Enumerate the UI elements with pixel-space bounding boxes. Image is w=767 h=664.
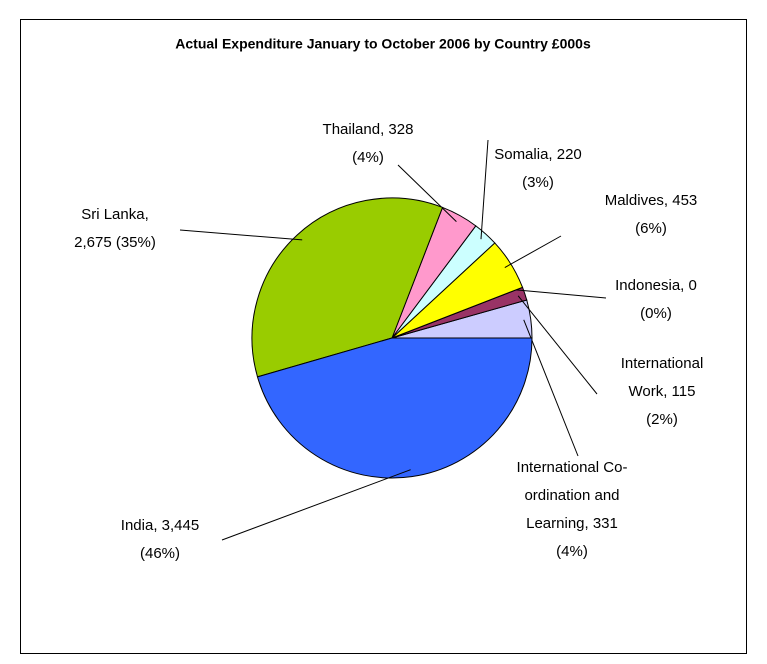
slice-label: (6%) bbox=[635, 220, 667, 237]
slice-label: International Co- bbox=[517, 459, 628, 476]
slice-label: (4%) bbox=[556, 543, 588, 560]
chart-title: Actual Expenditure January to October 20… bbox=[175, 36, 591, 52]
slice-label: Indonesia, 0 bbox=[615, 277, 697, 294]
slice-label: India, 3,445 bbox=[121, 517, 199, 534]
slice-label: (0%) bbox=[640, 305, 672, 322]
slice-label: 2,675 (35%) bbox=[74, 234, 156, 251]
leader-line bbox=[179, 229, 303, 241]
slice-label: (2%) bbox=[646, 411, 678, 428]
leader-line bbox=[517, 295, 598, 395]
slice-label: ordination and bbox=[524, 487, 619, 504]
slice-label: (4%) bbox=[352, 149, 384, 166]
slice-label: International bbox=[621, 355, 704, 372]
slice-label: (3%) bbox=[522, 174, 554, 191]
pie-slice bbox=[251, 197, 444, 378]
leader-line bbox=[504, 235, 562, 268]
slice-label: Thailand, 328 bbox=[323, 121, 414, 138]
leader-line bbox=[515, 289, 607, 299]
slice-label: Maldives, 453 bbox=[605, 192, 698, 209]
slice-label: Sri Lanka, bbox=[81, 206, 149, 223]
slice-label: Somalia, 220 bbox=[494, 146, 582, 163]
slice-label: Work, 115 bbox=[629, 383, 696, 400]
leader-line bbox=[221, 469, 411, 541]
leader-line bbox=[523, 319, 579, 457]
pie-slice bbox=[256, 337, 533, 479]
slice-label: Learning, 331 bbox=[526, 515, 618, 532]
slice-label: (46%) bbox=[140, 545, 180, 562]
leader-line bbox=[480, 139, 489, 240]
leader-line bbox=[397, 164, 457, 222]
